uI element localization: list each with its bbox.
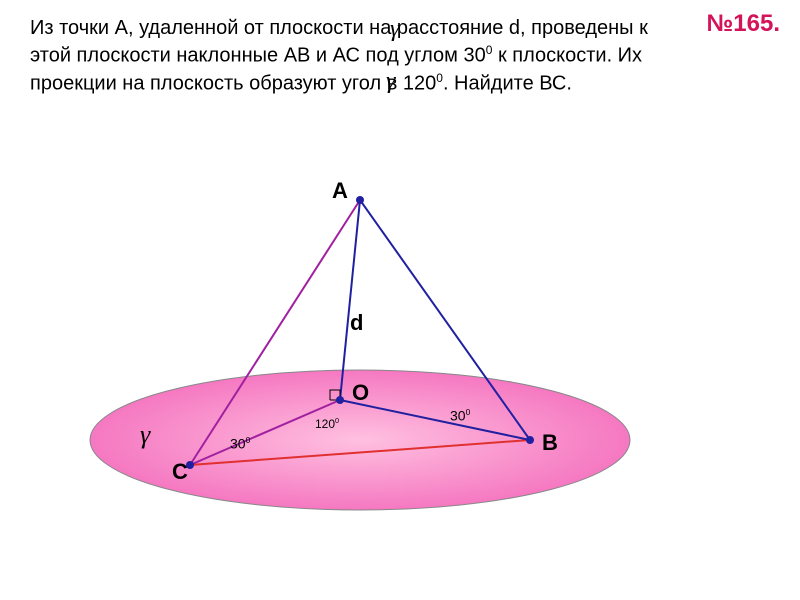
- angle-120: 1200: [315, 416, 339, 431]
- gamma-inline-2: γ: [386, 65, 395, 97]
- point-label-B: В: [542, 430, 558, 456]
- problem-text: Из точки А, удаленной от плоскости на ра…: [30, 15, 650, 97]
- problem-number: №165.: [707, 10, 780, 38]
- diagram: А O В Сd 300 300 1200 γ: [60, 180, 680, 580]
- gamma-plane: γ: [140, 420, 150, 450]
- point-label-A: А: [332, 178, 348, 204]
- label-d: d: [350, 310, 363, 336]
- gamma-inline-1: γ: [390, 13, 399, 45]
- point-label-O: O: [352, 380, 369, 406]
- geometry-svg: [60, 180, 680, 580]
- angle-30-c: 300: [230, 435, 250, 452]
- point-label-C: С: [172, 459, 188, 485]
- angle-30-b: 300: [450, 407, 470, 424]
- text-part3: . Найдите ВС.: [443, 72, 572, 94]
